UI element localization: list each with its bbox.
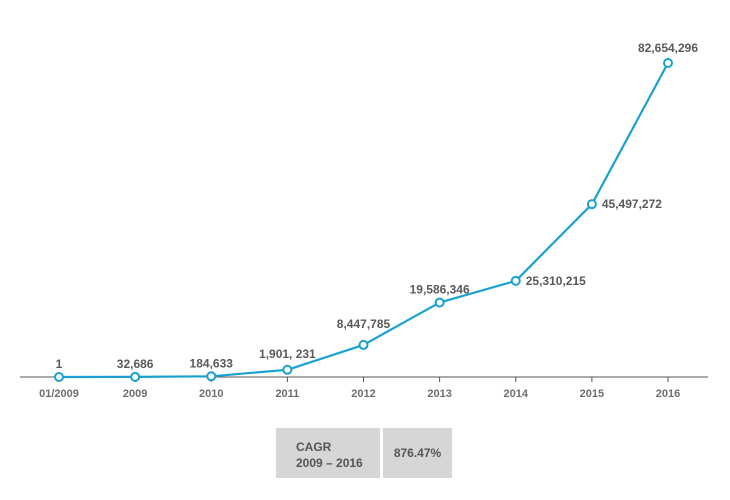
data-point — [510, 275, 521, 286]
x-tick-label: 2016 — [656, 388, 680, 400]
data-label: 19,586,346 — [410, 283, 470, 297]
cagr-value-box: 876.47% — [383, 428, 452, 478]
data-point — [434, 297, 445, 308]
x-tick-label: 2013 — [427, 388, 451, 400]
x-tick-label: 2012 — [351, 388, 375, 400]
data-label: 8,447,785 — [337, 317, 391, 331]
data-label: 82,654,296 — [638, 41, 698, 55]
cagr-label-box: CAGR 2009 – 2016 — [276, 428, 380, 478]
x-tick-label: 2014 — [504, 388, 529, 400]
data-label: 1 — [56, 357, 63, 371]
cagr-value: 876.47% — [393, 446, 442, 460]
data-point — [358, 339, 369, 350]
data-label: 184,633 — [190, 356, 234, 370]
data-point — [586, 199, 597, 210]
data-label: 1,901, 231 — [259, 347, 316, 361]
x-tick-label: 2009 — [123, 388, 147, 400]
x-tick-label: 2015 — [580, 388, 604, 400]
data-label: 45,497,272 — [602, 197, 662, 211]
data-point — [130, 371, 141, 382]
data-point — [206, 371, 217, 382]
x-tick-label: 01/2009 — [39, 388, 79, 400]
data-point — [54, 372, 64, 382]
line-chart: 1 32,686 184,633 1,901, 231 8,447,785 19,586,… — [20, 41, 708, 400]
data-point — [282, 364, 293, 375]
data-label: 32,686 — [117, 357, 154, 371]
data-label: 25,310,215 — [526, 274, 586, 288]
x-tick-label: 2010 — [199, 388, 223, 400]
cagr-period: 2009 – 2016 — [296, 456, 363, 470]
cagr-label: CAGR — [296, 440, 332, 454]
x-tick-label: 2011 — [275, 388, 299, 400]
data-point — [663, 58, 673, 68]
